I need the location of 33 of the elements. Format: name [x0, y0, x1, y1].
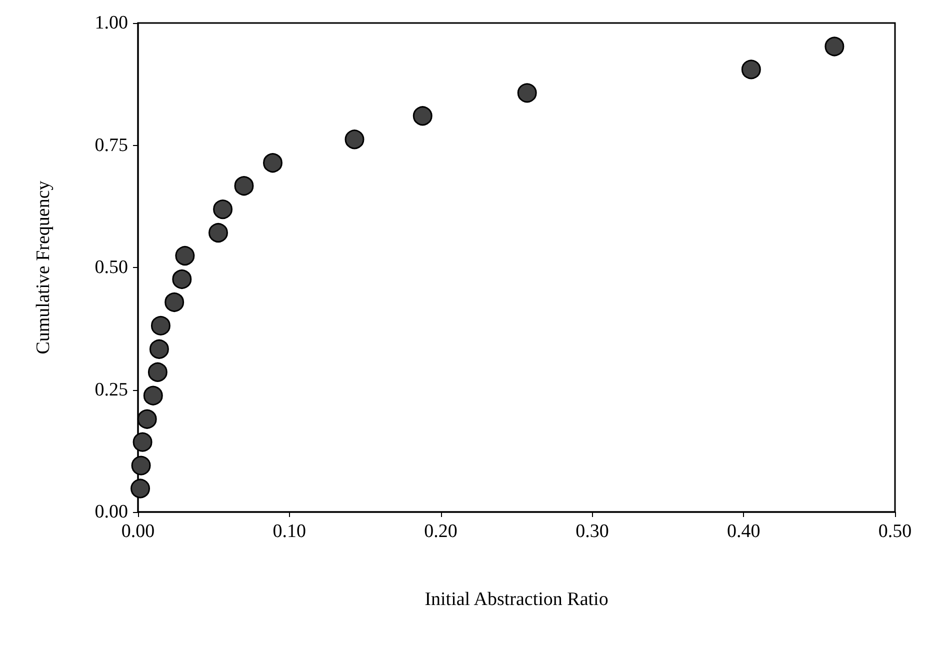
x-tick-label: 0.50	[878, 521, 912, 542]
point	[824, 36, 844, 56]
point	[143, 386, 163, 406]
point	[150, 316, 170, 336]
y-tick-label: 0.50	[94, 257, 128, 278]
point	[148, 362, 168, 382]
point	[208, 223, 228, 243]
point	[164, 292, 184, 312]
point	[131, 456, 151, 476]
point	[149, 339, 169, 359]
y-axis-title: Cumulative Frequency	[33, 180, 54, 354]
x-tick-label: 0.30	[576, 521, 609, 542]
y-tick-label: 0.75	[94, 134, 128, 156]
point	[234, 176, 254, 196]
point	[517, 83, 537, 103]
x-axis-title: Initial Abstraction Ratio	[424, 589, 608, 610]
x-tick-label: 0.10	[272, 521, 306, 542]
point	[263, 153, 282, 173]
point	[130, 478, 150, 498]
y-tick-label: 1.00	[94, 12, 128, 34]
x-tick-label: 0.20	[424, 521, 458, 542]
x-tick-label: 0.00	[121, 521, 155, 542]
point	[412, 106, 432, 126]
point	[344, 130, 364, 150]
point	[741, 60, 761, 80]
point	[175, 246, 195, 266]
y-tick-label: 0.25	[94, 379, 128, 400]
point	[137, 409, 157, 429]
point	[172, 269, 192, 289]
point	[132, 432, 152, 452]
y-tick-label: 0.00	[94, 502, 128, 522]
x-tick-label: 0.40	[726, 521, 760, 542]
point	[213, 200, 233, 220]
